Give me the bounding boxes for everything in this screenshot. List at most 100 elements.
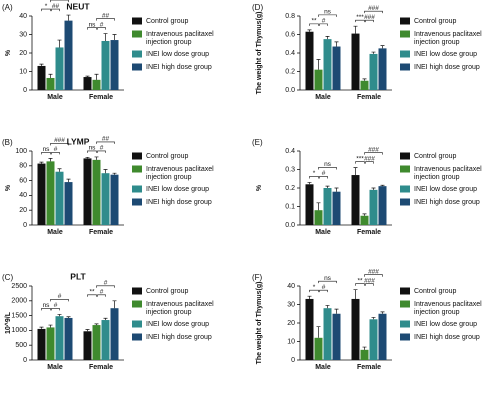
x-tick-label: Male — [47, 229, 63, 236]
x-tick-label: Female — [357, 94, 381, 101]
bar — [378, 48, 387, 90]
error-bar — [66, 178, 71, 183]
y-tick-label: 0.0 — [285, 222, 295, 229]
y-tick-label: 0 — [23, 222, 27, 229]
legend-swatch — [132, 320, 142, 328]
significance-bracket — [97, 150, 106, 153]
error-bar — [48, 158, 53, 162]
legend-label: Control group — [414, 18, 457, 25]
significance-bracket — [318, 14, 337, 17]
legend-swatch — [132, 30, 142, 38]
bar — [378, 186, 387, 225]
legend-swatch — [400, 198, 410, 206]
y-axis-label: 10^9/L — [4, 311, 12, 334]
error-bar — [371, 51, 376, 54]
bar — [83, 77, 92, 90]
error-bar — [103, 317, 108, 321]
legend-swatch — [132, 63, 142, 71]
bar — [323, 39, 332, 90]
error-bar — [94, 323, 99, 326]
error-bar — [353, 25, 358, 34]
error-bar — [334, 41, 339, 47]
x-tick-label: Male — [315, 364, 331, 371]
bar — [332, 313, 341, 360]
legend-swatch — [132, 165, 142, 173]
panel: (A)NEUT%010203040Male*#####Femalens###Co… — [2, 0, 216, 101]
significance-bracket — [41, 308, 51, 311]
legend-swatch — [132, 333, 142, 341]
significance-bracket — [355, 19, 365, 23]
significance-bracket — [365, 283, 374, 286]
significance-bracket — [364, 10, 383, 14]
error-bar — [316, 202, 321, 211]
legend-label: INEI low dose group — [414, 186, 477, 193]
legend-label: INEI low dose group — [414, 321, 477, 328]
significance-label: # — [322, 18, 326, 25]
significance-bracket — [318, 280, 337, 284]
bar — [332, 191, 341, 225]
error-bar — [334, 308, 339, 314]
significance-bracket — [50, 143, 69, 146]
legend-line: injection group — [146, 174, 192, 181]
bar — [101, 40, 110, 90]
panel-label: (B) — [2, 138, 13, 147]
legend-line: injection group — [414, 174, 460, 181]
error-bar — [316, 59, 321, 70]
legend-label: Control group — [146, 288, 189, 295]
significance-bracket — [318, 167, 337, 170]
error-bar — [307, 182, 312, 185]
significance-bracket — [96, 18, 115, 21]
y-tick-label: 2500 — [11, 283, 27, 290]
bar — [360, 349, 369, 360]
bar — [37, 163, 46, 225]
error-bar — [112, 34, 117, 41]
error-bar — [380, 45, 385, 49]
legend-label: INEI high dose group — [146, 64, 212, 71]
significance-label: # — [54, 302, 58, 309]
significance-label: ### — [54, 0, 65, 1]
error-bar — [85, 75, 90, 78]
bar — [46, 77, 55, 90]
legend-line: Intravenous paclitaxel — [414, 31, 484, 38]
bar — [323, 188, 332, 225]
legend-swatch — [400, 30, 410, 38]
x-tick-label: Female — [89, 364, 113, 371]
bar — [101, 173, 110, 225]
error-bar — [85, 156, 90, 159]
error-bar — [307, 29, 312, 32]
legend-label: INEI high dose group — [146, 334, 212, 341]
significance-bracket — [319, 289, 328, 293]
legend-label: INEI high dose group — [414, 334, 480, 341]
y-tick-label: 100 — [15, 148, 27, 155]
legend-swatch — [132, 198, 142, 206]
significance-bracket — [51, 152, 60, 155]
y-tick-label: 40 — [287, 283, 295, 290]
significance-label: ### — [364, 155, 375, 162]
significance-label: ### — [364, 277, 375, 284]
bar — [332, 46, 341, 90]
y-tick-label: 0.0 — [285, 87, 295, 94]
legend-swatch — [400, 185, 410, 193]
legend-swatch — [400, 333, 410, 341]
significance-label: # — [54, 146, 58, 153]
panel-label: (A) — [2, 3, 13, 12]
error-bar — [94, 156, 99, 160]
legend-line: Intravenous paclitaxel — [414, 301, 484, 308]
y-tick-label: 20 — [287, 320, 295, 327]
chart-title: PLT — [70, 271, 86, 281]
significance-label: ## — [102, 12, 110, 19]
error-bar — [371, 317, 376, 320]
bar — [323, 308, 332, 360]
significance-bracket — [87, 294, 97, 297]
panel-label: (F) — [252, 273, 263, 282]
y-tick-label: 0 — [23, 87, 27, 94]
legend-label: INEI high dose group — [414, 199, 480, 206]
legend-swatch — [400, 50, 410, 58]
legend-label: INEI high dose group — [414, 64, 480, 71]
y-tick-label: 30 — [287, 301, 295, 308]
bar — [378, 313, 387, 360]
significance-label: ** — [311, 18, 317, 25]
error-bar — [112, 172, 117, 175]
y-tick-label: 0.1 — [285, 203, 295, 210]
